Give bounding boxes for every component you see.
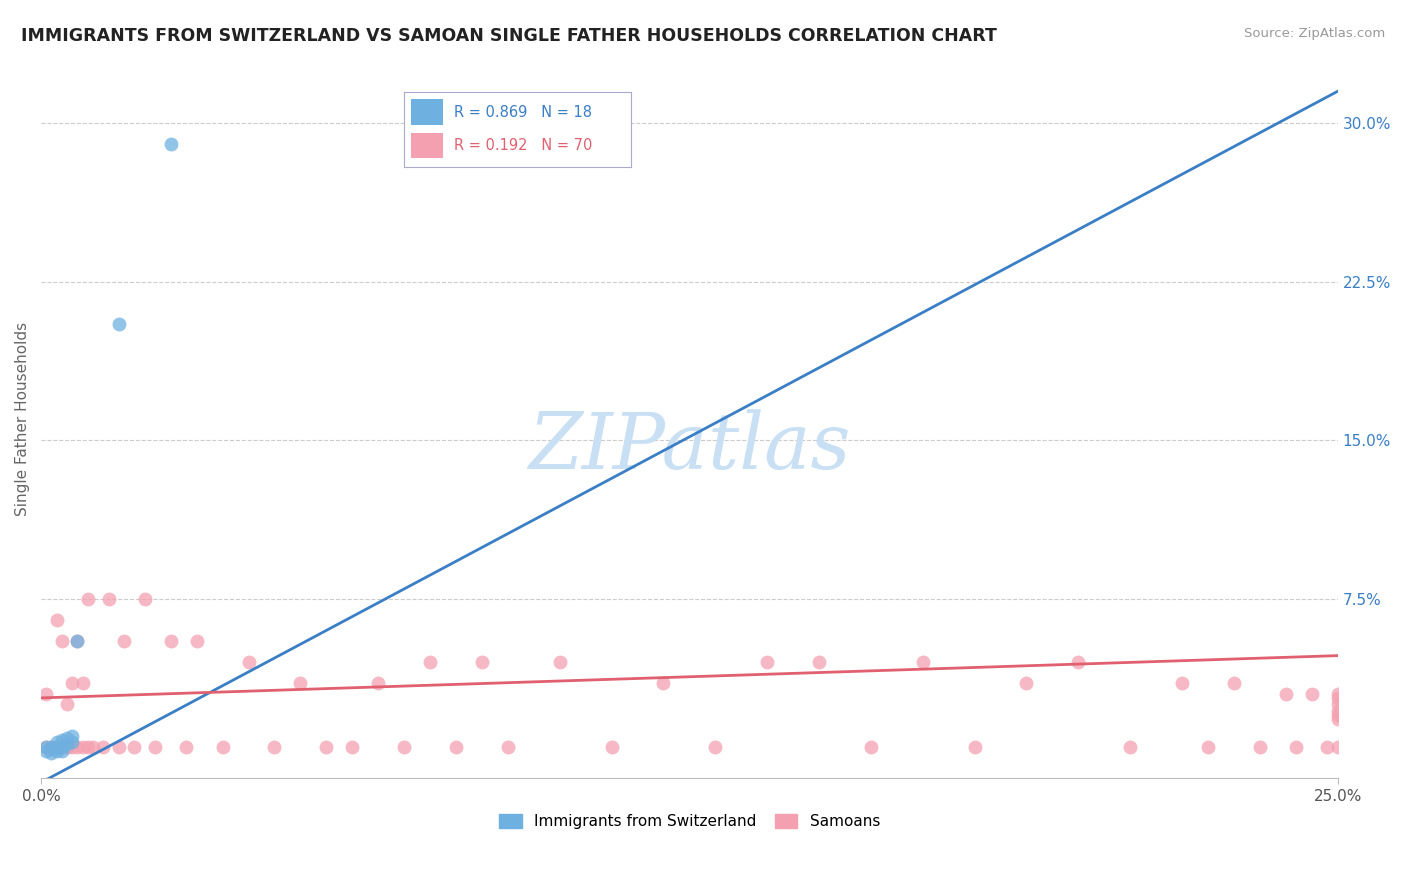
Point <box>1119 739 1142 754</box>
Point <box>963 739 986 754</box>
Point <box>1326 704 1348 718</box>
Point <box>35 739 58 754</box>
Point <box>41 746 63 760</box>
Point <box>1326 690 1348 705</box>
Point <box>45 613 67 627</box>
Point <box>56 738 79 752</box>
Point <box>35 744 58 758</box>
Point <box>66 633 89 648</box>
Point <box>56 698 79 712</box>
Point <box>342 739 364 754</box>
Point <box>56 739 79 754</box>
Point <box>41 739 63 754</box>
Point <box>1326 739 1348 754</box>
Point <box>51 739 73 754</box>
Point <box>1301 687 1323 701</box>
Point <box>159 137 181 152</box>
Point <box>756 655 779 669</box>
Point <box>1171 676 1194 690</box>
Point <box>859 739 882 754</box>
Point <box>60 676 83 690</box>
Point <box>51 744 73 758</box>
Point <box>176 739 198 754</box>
Point <box>60 739 83 754</box>
Point <box>134 591 156 606</box>
Point <box>124 739 146 754</box>
Point <box>911 655 934 669</box>
Point <box>315 739 337 754</box>
Point <box>56 739 79 754</box>
Point <box>1067 655 1090 669</box>
Point <box>1274 687 1296 701</box>
Point <box>392 739 415 754</box>
Point <box>41 739 63 754</box>
Point <box>143 739 166 754</box>
Point <box>159 633 181 648</box>
Point <box>76 591 98 606</box>
Point <box>496 739 519 754</box>
Point <box>66 739 89 754</box>
Point <box>471 655 494 669</box>
Point <box>263 739 285 754</box>
Point <box>108 317 131 331</box>
Point <box>548 655 571 669</box>
Point <box>186 633 208 648</box>
Point <box>112 633 135 648</box>
Point <box>97 591 120 606</box>
Point <box>56 731 79 745</box>
Point <box>108 739 131 754</box>
Point <box>51 633 73 648</box>
Point <box>652 676 675 690</box>
Point <box>60 735 83 749</box>
Point <box>82 739 104 754</box>
Point <box>367 676 389 690</box>
Point <box>704 739 727 754</box>
Point <box>1326 712 1348 726</box>
Point <box>808 655 831 669</box>
Point <box>1326 687 1348 701</box>
Point <box>45 735 67 749</box>
Point <box>290 676 312 690</box>
Point <box>1249 739 1271 754</box>
Point <box>600 739 623 754</box>
Point <box>45 744 67 758</box>
Point <box>35 687 58 701</box>
Legend: Immigrants from Switzerland, Samoans: Immigrants from Switzerland, Samoans <box>492 807 886 835</box>
Point <box>1316 739 1339 754</box>
Point <box>41 741 63 756</box>
Point <box>93 739 115 754</box>
Point <box>51 739 73 754</box>
Point <box>72 676 94 690</box>
Text: ZIPatlas: ZIPatlas <box>529 409 851 486</box>
Point <box>419 655 441 669</box>
Point <box>60 729 83 743</box>
Point <box>41 739 63 754</box>
Point <box>444 739 467 754</box>
Point <box>72 739 94 754</box>
Point <box>1223 676 1246 690</box>
Point <box>66 633 89 648</box>
Point <box>211 739 233 754</box>
Point <box>1326 707 1348 722</box>
Point <box>238 655 260 669</box>
Point <box>1285 739 1308 754</box>
Point <box>45 739 67 754</box>
Point <box>35 739 58 754</box>
Y-axis label: Single Father Households: Single Father Households <box>15 322 30 516</box>
Point <box>1015 676 1038 690</box>
Text: Source: ZipAtlas.com: Source: ZipAtlas.com <box>1244 27 1385 40</box>
Point <box>1197 739 1219 754</box>
Text: IMMIGRANTS FROM SWITZERLAND VS SAMOAN SINGLE FATHER HOUSEHOLDS CORRELATION CHART: IMMIGRANTS FROM SWITZERLAND VS SAMOAN SI… <box>21 27 997 45</box>
Point <box>51 733 73 747</box>
Point <box>1326 698 1348 712</box>
Point <box>45 739 67 754</box>
Point <box>76 739 98 754</box>
Point <box>45 739 67 754</box>
